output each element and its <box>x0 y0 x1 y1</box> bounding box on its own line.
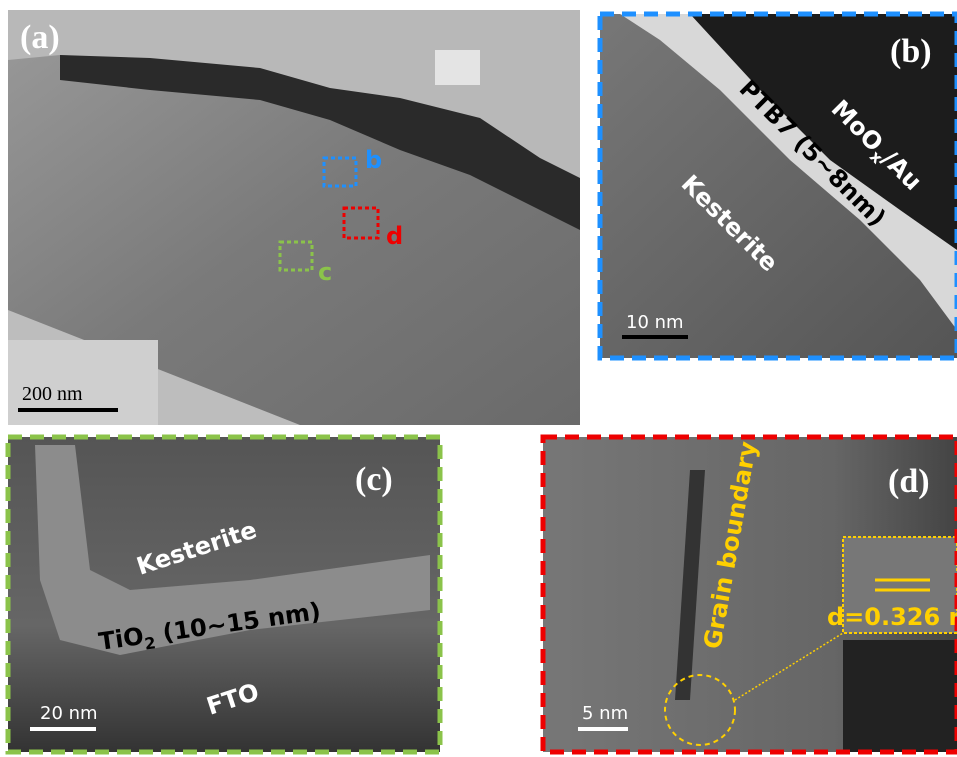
panel-c: (c) Kesterite TiO2 (10~15 nm) FTO 20 nm <box>8 437 440 752</box>
scale-bar-label: 20 nm <box>40 703 98 724</box>
spacing-label: d=0.326 nm <box>827 603 957 631</box>
marker: c <box>318 258 332 286</box>
marker: b <box>365 146 382 174</box>
panel-a: b d c (a) 200 nm <box>8 10 580 425</box>
marker: d <box>386 222 403 250</box>
panel-label: (d) <box>888 463 930 500</box>
panel-label: (a) <box>20 19 60 56</box>
figure: b d c (a) 200 nm (b) MoOx/Au PTB7 (5~8nm… <box>0 0 957 757</box>
panel-b: (b) MoOx/Au PTB7 (5~8nm) Kesterite 10 nm <box>600 14 957 358</box>
scale-bar-label: 5 nm <box>582 703 628 724</box>
panel-label: (c) <box>355 461 393 498</box>
scale-bar-label: 200 nm <box>22 383 83 405</box>
panel-d: (d) Grain boundary d=0.326 nm 5 nm <box>543 437 957 752</box>
panel-label: (b) <box>890 33 932 70</box>
scale-bar-label: 10 nm <box>626 312 684 333</box>
